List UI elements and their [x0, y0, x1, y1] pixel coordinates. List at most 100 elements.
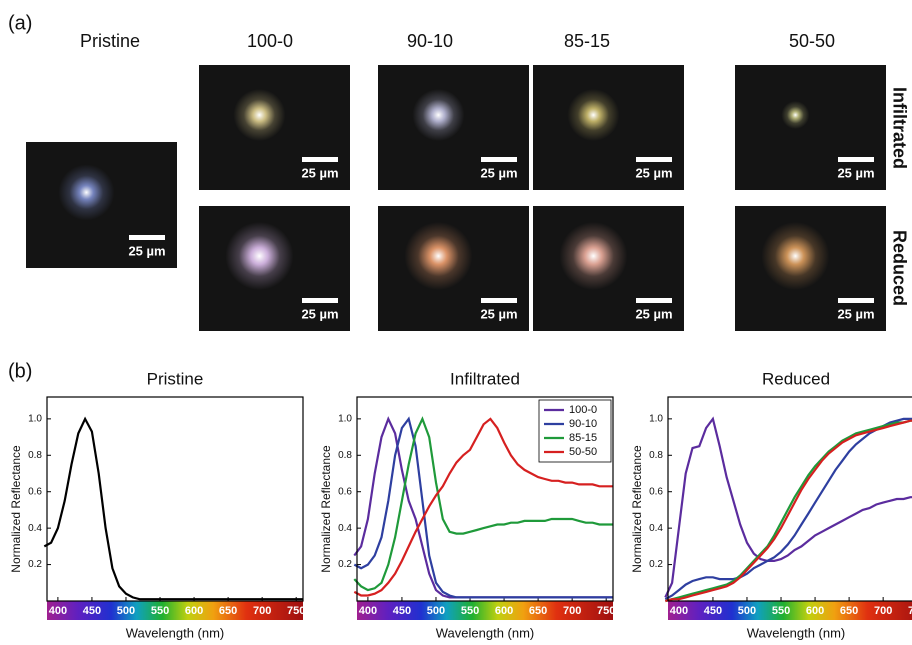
scale-bar-label: 25 µm [128, 243, 165, 258]
legend-label: 100-0 [569, 404, 597, 416]
x-tick-label: 600 [806, 605, 824, 617]
scale-bar-label: 25 µm [480, 306, 517, 321]
spectrum-line [43, 416, 303, 601]
plot-frame [667, 396, 912, 602]
x-tick-label: 400 [49, 605, 67, 617]
x-axis-label: Wavelength (nm) [747, 625, 846, 640]
spectrum-bar [47, 601, 303, 620]
spectrum-line [353, 417, 613, 597]
scale-bar [838, 298, 874, 303]
scale-bar-label: 25 µm [837, 165, 874, 180]
spectrum-bar [357, 601, 613, 620]
y-tick-label: 0.2 [649, 559, 663, 570]
micrograph: 25 µm [735, 206, 886, 331]
legend-label: 85-15 [569, 432, 597, 444]
spectrum-line [665, 419, 912, 603]
micrograph: 25 µm [533, 206, 684, 331]
x-tick-label: 450 [393, 605, 411, 617]
y-tick-label: 0.6 [649, 486, 663, 497]
spectrum-line [665, 419, 912, 603]
y-tick-label: 1.0 [649, 413, 663, 424]
column-header: Pristine [80, 31, 140, 51]
particle [761, 222, 830, 290]
row-header: Infiltrated [889, 87, 909, 169]
x-tick-label: 450 [83, 605, 101, 617]
scale-bar [302, 157, 338, 162]
x-tick-label: 450 [704, 605, 722, 617]
particle [58, 164, 115, 221]
row-header: Reduced [889, 230, 909, 306]
y-tick-label: 0.8 [28, 450, 42, 461]
x-tick-label: 750 [287, 605, 305, 617]
x-tick-label: 500 [117, 605, 135, 617]
particle [412, 89, 465, 141]
particle [567, 89, 620, 141]
panel-label: (a) [8, 12, 32, 34]
scale-bar [481, 298, 517, 303]
scale-bar [838, 157, 874, 162]
x-tick-label: 400 [359, 605, 377, 617]
column-header: 100-0 [247, 31, 293, 51]
scale-bar [636, 298, 672, 303]
y-tick-label: 0.4 [649, 523, 663, 534]
y-axis-label: Normalized Reflectance [630, 445, 644, 573]
x-tick-label: 550 [151, 605, 169, 617]
particle [233, 89, 286, 141]
y-axis-label: Normalized Reflectance [319, 445, 333, 573]
particle [225, 222, 294, 290]
scale-bar [636, 157, 672, 162]
y-axis-label: Normalized Reflectance [9, 445, 23, 573]
y-tick-label: 1.0 [338, 413, 352, 424]
x-tick-label: 550 [772, 605, 790, 617]
y-tick-label: 0.6 [28, 486, 42, 497]
micrograph: 25 µm [378, 65, 529, 190]
plot-frame [356, 396, 614, 602]
micrograph: 25 µm [199, 65, 350, 190]
spectrum-line [353, 416, 613, 592]
y-tick-label: 0.2 [338, 559, 352, 570]
scale-bar-label: 25 µm [635, 306, 672, 321]
y-tick-label: 0.8 [338, 450, 352, 461]
scale-bar-label: 25 µm [480, 165, 517, 180]
x-tick-label: 750 [908, 605, 912, 617]
particle [781, 101, 810, 129]
spectrum-line [664, 416, 912, 598]
legend-label: 90-10 [569, 418, 597, 430]
x-tick-label: 500 [427, 605, 445, 617]
scale-bar-label: 25 µm [301, 165, 338, 180]
x-tick-label: 500 [738, 605, 756, 617]
x-tick-label: 700 [563, 605, 581, 617]
x-axis-label: Wavelength (nm) [436, 625, 535, 640]
micrograph: 25 µm [735, 65, 886, 190]
spectrum-line [353, 416, 613, 599]
scale-bar [481, 157, 517, 162]
column-header: 90-10 [407, 31, 453, 51]
micrograph: 25 µm [533, 65, 684, 190]
chart-title: Pristine [147, 369, 204, 388]
particle [559, 222, 628, 290]
x-tick-label: 600 [495, 605, 513, 617]
micrograph: 25 µm [199, 206, 350, 331]
x-tick-label: 650 [529, 605, 547, 617]
x-tick-label: 700 [253, 605, 271, 617]
legend-label: 50-50 [569, 446, 597, 458]
x-tick-label: 650 [840, 605, 858, 617]
x-tick-label: 650 [219, 605, 237, 617]
scale-bar-label: 25 µm [301, 306, 338, 321]
column-header: 50-50 [789, 31, 835, 51]
y-tick-label: 0.8 [649, 450, 663, 461]
image-bg [735, 65, 886, 190]
micrograph: 25 µm [26, 142, 177, 268]
plot-frame [46, 396, 304, 602]
scale-bar [129, 235, 165, 240]
spectrum-bar [668, 601, 912, 620]
y-tick-label: 1.0 [28, 413, 42, 424]
column-header: 85-15 [564, 31, 610, 51]
y-tick-label: 0.6 [338, 486, 352, 497]
x-tick-label: 600 [185, 605, 203, 617]
chart-title: Reduced [762, 369, 830, 388]
micrograph: 25 µm [378, 206, 529, 331]
panel-label: (b) [8, 360, 32, 382]
x-tick-label: 400 [670, 605, 688, 617]
